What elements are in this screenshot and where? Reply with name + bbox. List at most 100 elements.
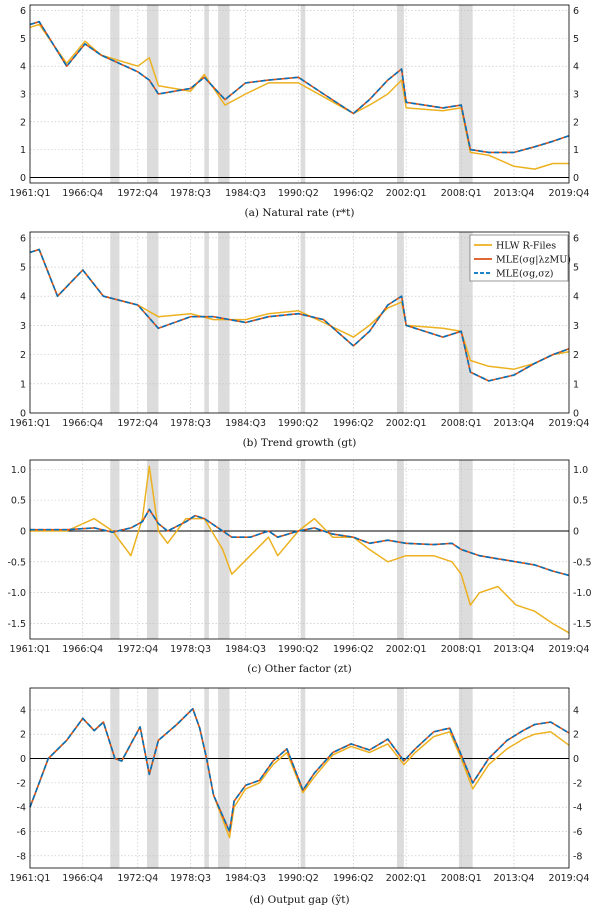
y-tick-label-right: 3 <box>573 90 579 101</box>
x-tick-label: 1966:Q4 <box>62 188 103 199</box>
y-tick-label-right: 1 <box>573 379 579 390</box>
y-tick-label-right: 5 <box>573 34 579 45</box>
y-tick-label-left: 2 <box>20 117 26 128</box>
x-tick-label: 1984:Q3 <box>225 873 266 884</box>
legend-label: HLW R-Files <box>496 241 556 252</box>
series-line <box>29 707 570 833</box>
y-tick-label-left: -2 <box>17 778 26 789</box>
x-tick-label: 2002:Q1 <box>386 188 427 199</box>
x-tick-label: 1978:Q3 <box>170 873 211 884</box>
x-tick-label: 2019:Q4 <box>549 873 590 884</box>
panel-caption: (a) Natural rate (r*t) <box>245 207 355 219</box>
y-tick-label-right: 2 <box>573 117 579 128</box>
x-tick-label: 2008:Q1 <box>441 644 482 655</box>
y-tick-label-right: -1.0 <box>573 588 592 599</box>
x-tick-label: 1984:Q3 <box>225 644 266 655</box>
x-tick-label: 1972:Q4 <box>117 418 158 429</box>
recession-band <box>204 5 209 183</box>
x-tick-label: 1996:Q2 <box>333 418 374 429</box>
y-tick-label-left: 0 <box>20 409 26 420</box>
y-tick-label-left: -1.0 <box>7 588 26 599</box>
y-tick-label-right: 4 <box>573 62 579 73</box>
x-tick-label: 1978:Q3 <box>170 644 211 655</box>
x-tick-label: 1990:Q2 <box>278 188 319 199</box>
recession-band <box>396 5 404 183</box>
y-tick-label-left: 1.0 <box>11 465 26 476</box>
y-tick-label-left: 6 <box>20 233 26 244</box>
y-tick-label-right: 4 <box>573 705 579 716</box>
y-tick-label-left: -8 <box>17 851 26 862</box>
x-tick-label: 1961:Q1 <box>10 188 51 199</box>
y-tick-label-right: -4 <box>573 803 582 814</box>
x-tick-label: 1996:Q2 <box>333 873 374 884</box>
y-tick-label-right: 4 <box>573 292 579 303</box>
y-tick-label-right: 3 <box>573 321 579 332</box>
y-tick-label-right: -2 <box>573 778 582 789</box>
x-tick-label: 2019:Q4 <box>549 418 590 429</box>
recession-band <box>300 232 306 413</box>
legend: HLW R-Files MLE(σg|λzMU) MLE(σg,σz) <box>469 234 571 282</box>
x-tick-label: 1961:Q1 <box>10 644 51 655</box>
y-tick-label-right: 2 <box>573 350 579 361</box>
y-tick-label-left: 4 <box>20 62 26 73</box>
y-tick-label-right: -1.5 <box>573 619 592 630</box>
recession-band <box>300 688 306 868</box>
y-tick-label-left: -4 <box>17 803 26 814</box>
recession-band <box>218 460 230 639</box>
y-tick-label-right: 0.5 <box>573 496 588 507</box>
y-tick-label-left: 6 <box>20 6 26 17</box>
y-tick-label-left: 1 <box>20 379 26 390</box>
series-line <box>30 508 570 577</box>
y-tick-label-left: 2 <box>20 730 26 741</box>
recession-band <box>110 460 120 639</box>
y-tick-label-left: 0 <box>20 754 26 765</box>
x-tick-label: 1972:Q4 <box>117 188 158 199</box>
y-tick-label-left: -6 <box>17 827 26 838</box>
legend-label: MLE(σg,σz) <box>496 269 553 280</box>
x-tick-label: 1984:Q3 <box>225 418 266 429</box>
recession-band <box>204 232 209 413</box>
x-tick-label: 2019:Q4 <box>549 644 590 655</box>
recession-band <box>300 5 306 183</box>
series-line <box>29 20 570 154</box>
y-tick-label-left: 0.5 <box>11 496 26 507</box>
panel-3: 1.0 1.0 0.5 0.5 0 0 -0.5 -0.5 -1.0 -1.0 -1.5 -1.5 19… <box>7 459 592 675</box>
x-tick-label: 1972:Q4 <box>117 873 158 884</box>
y-tick-label-right: -8 <box>573 851 582 862</box>
y-tick-label-left: -0.5 <box>7 557 26 568</box>
recession-band <box>300 460 306 639</box>
panel-1: 0 0 1 1 2 2 3 3 4 4 5 5 6 6 1961:Q1 1966:Q4 1972:Q4 1978:… <box>10 4 590 219</box>
axes-frame <box>29 687 570 869</box>
y-tick-label-right: 1 <box>573 145 579 156</box>
recession-band <box>396 460 404 639</box>
recession-band <box>146 460 159 639</box>
x-tick-label: 2002:Q1 <box>386 644 427 655</box>
x-tick-label: 2013:Q4 <box>494 873 535 884</box>
recession-band <box>204 460 209 639</box>
y-tick-label-right: 5 <box>573 263 579 274</box>
panel-caption: (b) Trend growth (gt) <box>243 437 357 449</box>
recession-band <box>458 460 473 639</box>
y-tick-label-right: -0.5 <box>573 557 592 568</box>
y-tick-label-left: 4 <box>20 292 26 303</box>
panel-caption: (c) Other factor (zt) <box>247 663 351 675</box>
y-tick-label-right: -6 <box>573 827 582 838</box>
y-tick-label-right: 0 <box>573 526 579 537</box>
series-line <box>29 248 570 382</box>
y-tick-label-left: 0 <box>20 526 26 537</box>
x-tick-label: 2013:Q4 <box>494 188 535 199</box>
recession-band <box>218 232 230 413</box>
x-tick-label: 1966:Q4 <box>62 644 103 655</box>
axes-frame <box>29 4 570 184</box>
x-tick-label: 1961:Q1 <box>10 873 51 884</box>
y-tick-label-left: 2 <box>20 350 26 361</box>
x-tick-label: 2008:Q1 <box>441 188 482 199</box>
x-tick-label: 2013:Q4 <box>494 418 535 429</box>
x-tick-label: 1990:Q2 <box>278 418 319 429</box>
x-tick-label: 2008:Q1 <box>441 873 482 884</box>
recession-band <box>204 688 209 868</box>
x-tick-label: 2019:Q4 <box>549 188 590 199</box>
x-tick-label: 2002:Q1 <box>386 873 427 884</box>
y-tick-label-left: 3 <box>20 90 26 101</box>
